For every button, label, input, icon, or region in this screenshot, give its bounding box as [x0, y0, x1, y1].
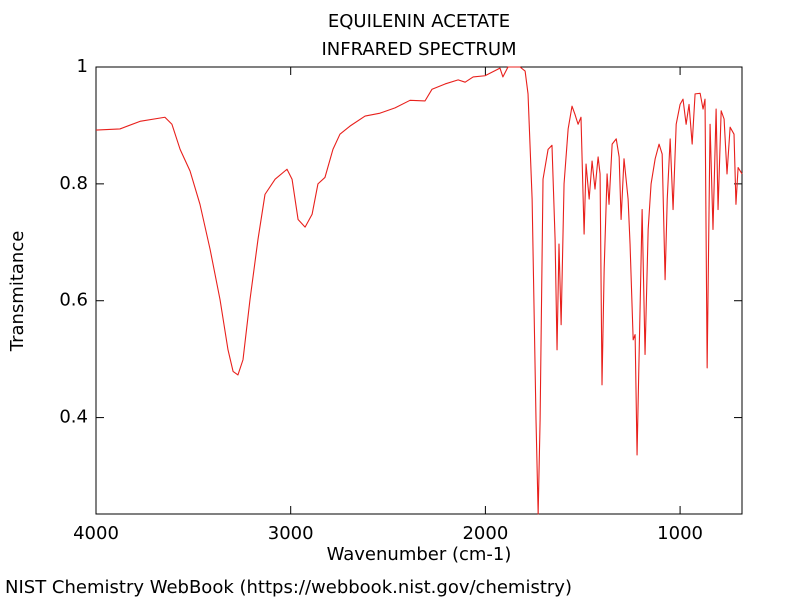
- plot-frame: [95, 66, 743, 515]
- y-axis-label: Transmitance: [7, 231, 28, 353]
- x-tick-label: 1000: [657, 523, 703, 544]
- y-tick-label: 0.6: [59, 290, 88, 311]
- spectrum-line: [95, 66, 743, 515]
- y-tick-label: 0.8: [59, 173, 88, 194]
- x-tick-label: 2000: [462, 523, 508, 544]
- chart-subtitle: INFRARED SPECTRUM: [321, 39, 516, 60]
- x-tick-label: 4000: [73, 523, 119, 544]
- footer: NIST Chemistry WebBook (https://webbook.…: [5, 577, 572, 598]
- y-tick-label: 0.4: [59, 407, 88, 428]
- chart-title: EQUILENIN ACETATE: [328, 11, 510, 32]
- y-tick-label: 1: [77, 56, 88, 77]
- x-axis-label: Wavenumber (cm-1): [327, 544, 512, 565]
- x-tick-label: 3000: [268, 523, 314, 544]
